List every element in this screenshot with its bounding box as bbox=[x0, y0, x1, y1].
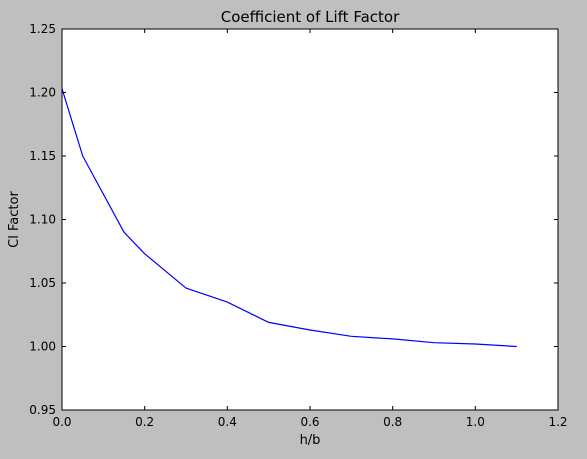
series-layer bbox=[61, 88, 517, 348]
x-tick-label: 0.0 bbox=[52, 415, 71, 429]
y-tick-label: 1.15 bbox=[29, 149, 56, 163]
x-axis-label: h/b bbox=[300, 433, 321, 448]
y-tick-label: 1.05 bbox=[29, 276, 56, 290]
y-tick-label: 1.00 bbox=[29, 340, 56, 354]
x-tick-label: 0.8 bbox=[383, 415, 402, 429]
series-line bbox=[61, 88, 517, 348]
x-tick-label: 1.2 bbox=[548, 415, 567, 429]
y-tick-label: 0.95 bbox=[29, 403, 56, 417]
plot-area bbox=[62, 29, 558, 410]
x-tick-label: 1.0 bbox=[466, 415, 485, 429]
x-tick-label: 0.6 bbox=[300, 415, 319, 429]
plot-frame bbox=[61, 28, 559, 411]
y-tick-label: 1.25 bbox=[29, 22, 56, 36]
chart-title: Coefficient of Lift Factor bbox=[221, 8, 400, 26]
y-tick-label: 1.10 bbox=[29, 213, 56, 227]
axis-ticks: 0.0 0.2 0.4 0.6 0.8 1.0 1.2 0.95 1.00 1.05 1.10 1.1… bbox=[29, 22, 567, 429]
y-tick-label: 1.20 bbox=[29, 86, 56, 100]
x-tick-label: 0.4 bbox=[218, 415, 237, 429]
x-tick-label: 0.2 bbox=[135, 415, 154, 429]
y-axis-label: Cl Factor bbox=[7, 191, 22, 248]
